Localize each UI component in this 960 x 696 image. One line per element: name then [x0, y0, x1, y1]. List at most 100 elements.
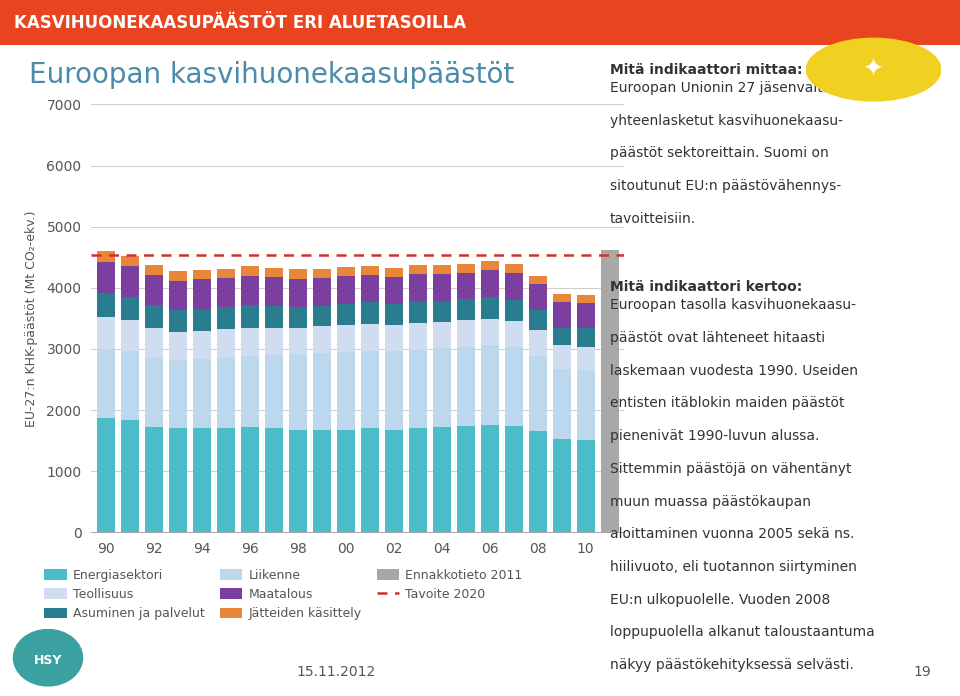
Bar — [289, 429, 306, 532]
Bar — [361, 266, 378, 275]
Bar — [121, 297, 138, 320]
Bar — [169, 360, 186, 429]
Bar — [265, 278, 282, 306]
Bar — [145, 275, 162, 305]
Bar — [505, 264, 522, 273]
Bar — [97, 349, 114, 418]
Bar — [121, 420, 138, 532]
Bar — [97, 262, 114, 293]
Bar — [265, 429, 282, 532]
Bar — [505, 273, 522, 300]
Text: Euroopan tasolla kasvihuonekaasu-: Euroopan tasolla kasvihuonekaasu- — [610, 298, 855, 312]
Bar — [241, 356, 258, 427]
Bar — [577, 347, 594, 370]
Bar — [409, 349, 426, 428]
Bar — [577, 440, 594, 532]
Text: päästöt ovat lähteneet hitaasti: päästöt ovat lähteneet hitaasti — [610, 331, 825, 345]
Text: hiilivuoto, eli tuotannon siirtyminen: hiilivuoto, eli tuotannon siirtyminen — [610, 560, 856, 574]
Bar — [577, 303, 594, 329]
Bar — [529, 276, 546, 284]
Text: päästöt sektoreittain. Suomi on: päästöt sektoreittain. Suomi on — [610, 146, 828, 160]
Bar — [409, 301, 426, 324]
Bar — [481, 319, 498, 345]
Bar — [169, 280, 186, 310]
Bar — [577, 329, 594, 347]
Text: sitoutunut EU:n päästövähennys-: sitoutunut EU:n päästövähennys- — [610, 179, 841, 193]
Bar — [265, 306, 282, 328]
Bar — [481, 270, 498, 297]
Bar — [409, 274, 426, 301]
Bar — [265, 355, 282, 429]
Text: yhteenlasketut kasvihuonekaasu-: yhteenlasketut kasvihuonekaasu- — [610, 113, 843, 127]
Bar — [241, 305, 258, 328]
Bar — [505, 347, 522, 426]
Bar — [217, 358, 234, 429]
Bar — [385, 351, 402, 429]
Bar — [169, 310, 186, 332]
Bar — [217, 429, 234, 532]
Bar — [481, 297, 498, 319]
Bar — [217, 269, 234, 278]
Bar — [433, 274, 450, 301]
Bar — [457, 264, 474, 273]
Ellipse shape — [806, 38, 941, 101]
Text: Euroopan kasvihuonekaasupäästöt: Euroopan kasvihuonekaasupäästöt — [29, 61, 514, 89]
Bar — [193, 429, 210, 532]
Text: tavoitteisiin.: tavoitteisiin. — [610, 212, 696, 226]
Bar — [169, 332, 186, 360]
Text: aloittaminen vuonna 2005 sekä ns.: aloittaminen vuonna 2005 sekä ns. — [610, 528, 854, 541]
Bar — [361, 302, 378, 324]
Text: Mitä indikaattori kertoo:: Mitä indikaattori kertoo: — [610, 280, 802, 294]
Bar — [481, 261, 498, 270]
Bar — [529, 431, 546, 532]
Bar — [193, 358, 210, 429]
Bar — [577, 370, 594, 440]
Bar — [409, 324, 426, 349]
Bar — [145, 358, 162, 427]
Bar — [553, 369, 570, 439]
Bar — [121, 351, 138, 420]
Bar — [529, 330, 546, 356]
Bar — [577, 294, 594, 303]
Bar — [553, 294, 570, 302]
Bar — [361, 275, 378, 302]
Bar — [385, 303, 402, 325]
Bar — [505, 426, 522, 532]
Bar — [433, 301, 450, 322]
Bar — [241, 276, 258, 305]
Bar — [121, 266, 138, 297]
Bar — [193, 270, 210, 279]
Bar — [409, 428, 426, 532]
Bar — [313, 429, 330, 532]
Bar — [601, 250, 618, 532]
Bar — [169, 429, 186, 532]
Bar — [265, 268, 282, 278]
Bar — [241, 266, 258, 276]
Bar — [529, 356, 546, 431]
Bar — [457, 273, 474, 299]
Text: näkyy päästökehityksessä selvästi.: näkyy päästökehityksessä selvästi. — [610, 658, 853, 672]
Bar — [433, 322, 450, 349]
Bar — [193, 331, 210, 358]
Bar — [289, 354, 306, 429]
Bar — [457, 347, 474, 426]
Text: Euroopan Unionin 27 jäsenvaltion: Euroopan Unionin 27 jäsenvaltion — [610, 81, 844, 95]
Legend: Energiasektori, Teollisuus, Asuminen ja palvelut, Liikenne, Maatalous, Jätteiden: Energiasektori, Teollisuus, Asuminen ja … — [44, 569, 522, 620]
Bar — [457, 320, 474, 347]
Text: laskemaan vuodesta 1990. Useiden: laskemaan vuodesta 1990. Useiden — [610, 363, 857, 378]
Bar — [457, 426, 474, 532]
Bar — [193, 279, 210, 308]
Bar — [385, 429, 402, 532]
Bar — [529, 310, 546, 330]
Bar — [313, 269, 330, 278]
Y-axis label: EU-27:n KHK-päästöt (Mt CO₂-ekv.): EU-27:n KHK-päästöt (Mt CO₂-ekv.) — [25, 210, 38, 427]
Text: loppupuolella alkanut taloustaantuma: loppupuolella alkanut taloustaantuma — [610, 626, 875, 640]
Bar — [289, 269, 306, 278]
Bar — [169, 271, 186, 280]
Bar — [121, 255, 138, 266]
Bar — [481, 425, 498, 532]
Bar — [265, 328, 282, 355]
Bar — [145, 305, 162, 328]
Bar — [433, 427, 450, 532]
Bar — [217, 308, 234, 329]
